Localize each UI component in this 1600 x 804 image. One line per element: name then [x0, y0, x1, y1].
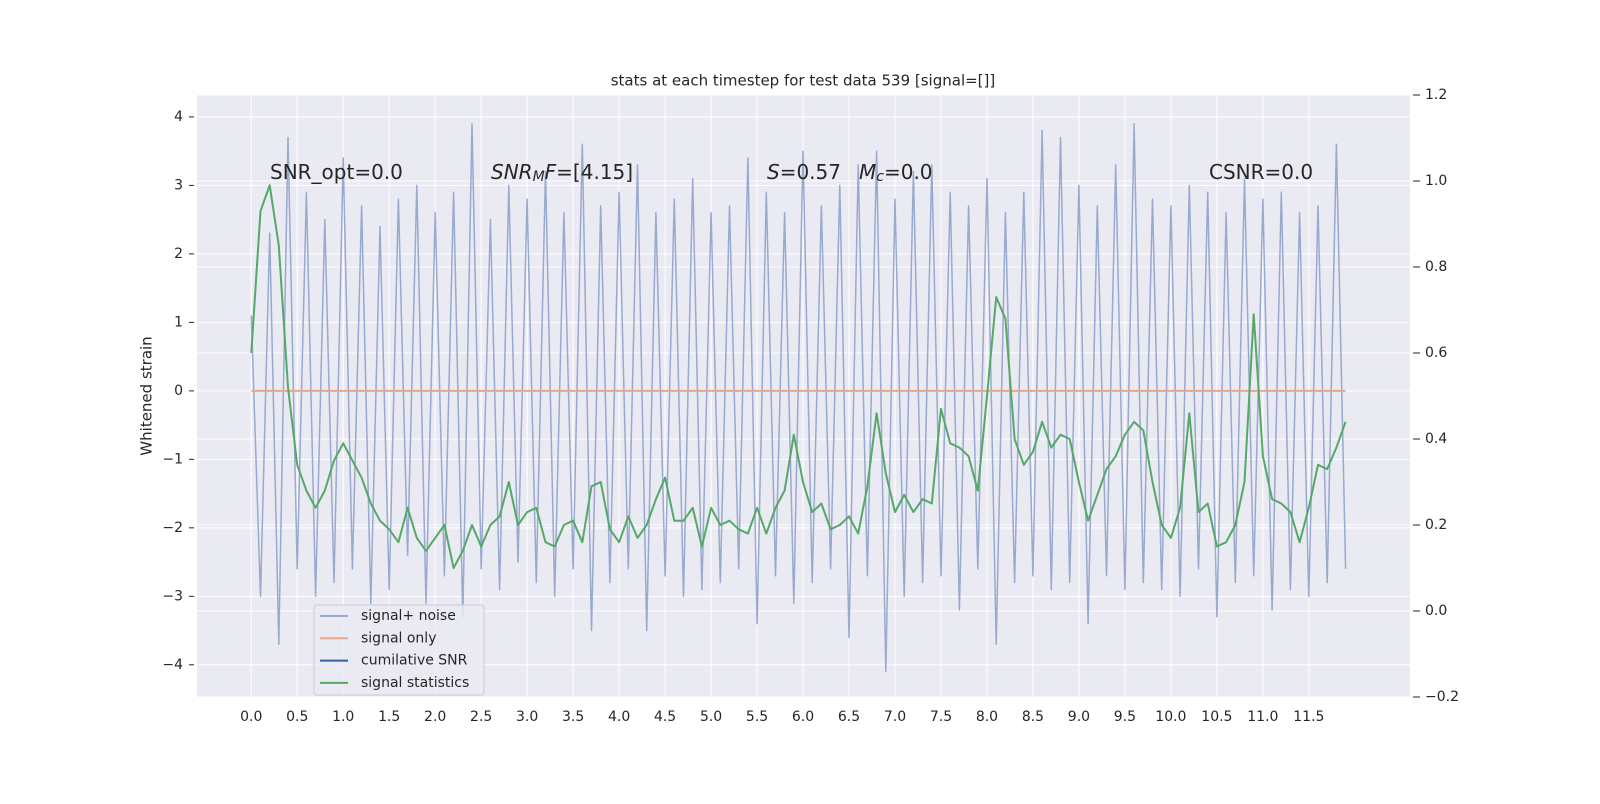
annotation-part: =[4.15]: [556, 160, 633, 184]
x-tick-label: 11.5: [1293, 709, 1324, 725]
x-tick-label: 6.5: [838, 709, 860, 725]
y2-tick-label: 0.4: [1425, 431, 1447, 447]
y2-tick-label: 0.0: [1425, 603, 1447, 619]
legend-label: signal statistics: [361, 675, 469, 691]
annotation-part: c: [876, 169, 884, 185]
y-tick-label: 1: [174, 314, 183, 330]
x-tick-label: 6.0: [792, 709, 814, 725]
annotation-part: M: [533, 169, 545, 185]
legend-label: cumilative SNR: [361, 653, 468, 669]
legend-box: [313, 604, 485, 696]
annotation-part: =0.0: [884, 160, 933, 184]
series-line: [250, 184, 1347, 569]
y-tick-label: 4: [174, 109, 183, 125]
annotation-part: M: [859, 160, 876, 184]
y2-tick-label: −0.2: [1425, 689, 1459, 705]
annotation: SNR_opt=0.0: [270, 160, 403, 184]
x-tick-label: 10.5: [1201, 709, 1232, 725]
annotation-part: =0.57: [780, 160, 841, 184]
x-tick-label: 0.0: [240, 709, 262, 725]
x-tick-label: 1.0: [332, 709, 354, 725]
y2-tick-label: 0.6: [1425, 345, 1447, 361]
x-tick-label: 4.0: [608, 709, 630, 725]
annotation-part: S: [767, 160, 780, 184]
x-tick-label: 8.5: [1022, 709, 1044, 725]
y-tick-label: −3: [162, 588, 183, 604]
marks: [250, 123, 1347, 673]
x-tick-label: 10.0: [1155, 709, 1186, 725]
x-tick-label: 2.0: [424, 709, 446, 725]
x-tick-label: 5.5: [746, 709, 768, 725]
legend-label: signal+ noise: [361, 608, 456, 624]
y2-tick-label: 1.0: [1425, 173, 1447, 189]
y-tick-label: 2: [174, 246, 183, 262]
x-tick-label: 1.5: [378, 709, 400, 725]
x-tick-label: 9.5: [1114, 709, 1136, 725]
x-tick-label: 2.5: [470, 709, 492, 725]
annotation: S=0.57: [767, 160, 841, 184]
y-tick-label: 0: [174, 383, 183, 399]
x-tick-label: 0.5: [286, 709, 308, 725]
x-tick-label: 7.0: [884, 709, 906, 725]
annotation: Mc=0.0: [859, 160, 933, 185]
y2-tick-label: 0.8: [1425, 259, 1447, 275]
y2-tick-label: 0.2: [1425, 517, 1447, 533]
x-tick-label: 11.0: [1247, 709, 1278, 725]
y-tick-label: 3: [174, 177, 183, 193]
x-tick-label: 8.0: [976, 709, 998, 725]
annotation: SNRMF=[4.15]: [491, 160, 633, 185]
y-tick-label: −2: [162, 520, 183, 536]
annotation-part: SNR_opt=0.0: [270, 160, 403, 184]
annotation-part: F: [545, 160, 557, 184]
x-tick-label: 9.0: [1068, 709, 1090, 725]
y2-tick-label: 1.2: [1425, 87, 1447, 103]
y-tick-label: −4: [162, 657, 183, 673]
chart-title: stats at each timestep for test data 539…: [611, 72, 996, 90]
legend-label: signal only: [361, 630, 436, 646]
x-tick-label: 5.0: [700, 709, 722, 725]
y-tick-label: −1: [162, 451, 183, 467]
x-tick-label: 3.5: [562, 709, 584, 725]
annotation: CSNR=0.0: [1209, 160, 1313, 184]
x-tick-label: 3.0: [516, 709, 538, 725]
annotation-part: CSNR=0.0: [1209, 160, 1313, 184]
x-tick-label: 4.5: [654, 709, 676, 725]
y-axis-label: Whitened strain: [138, 336, 156, 455]
annotation-part: SNR: [491, 160, 533, 184]
x-tick-label: 7.5: [930, 709, 952, 725]
